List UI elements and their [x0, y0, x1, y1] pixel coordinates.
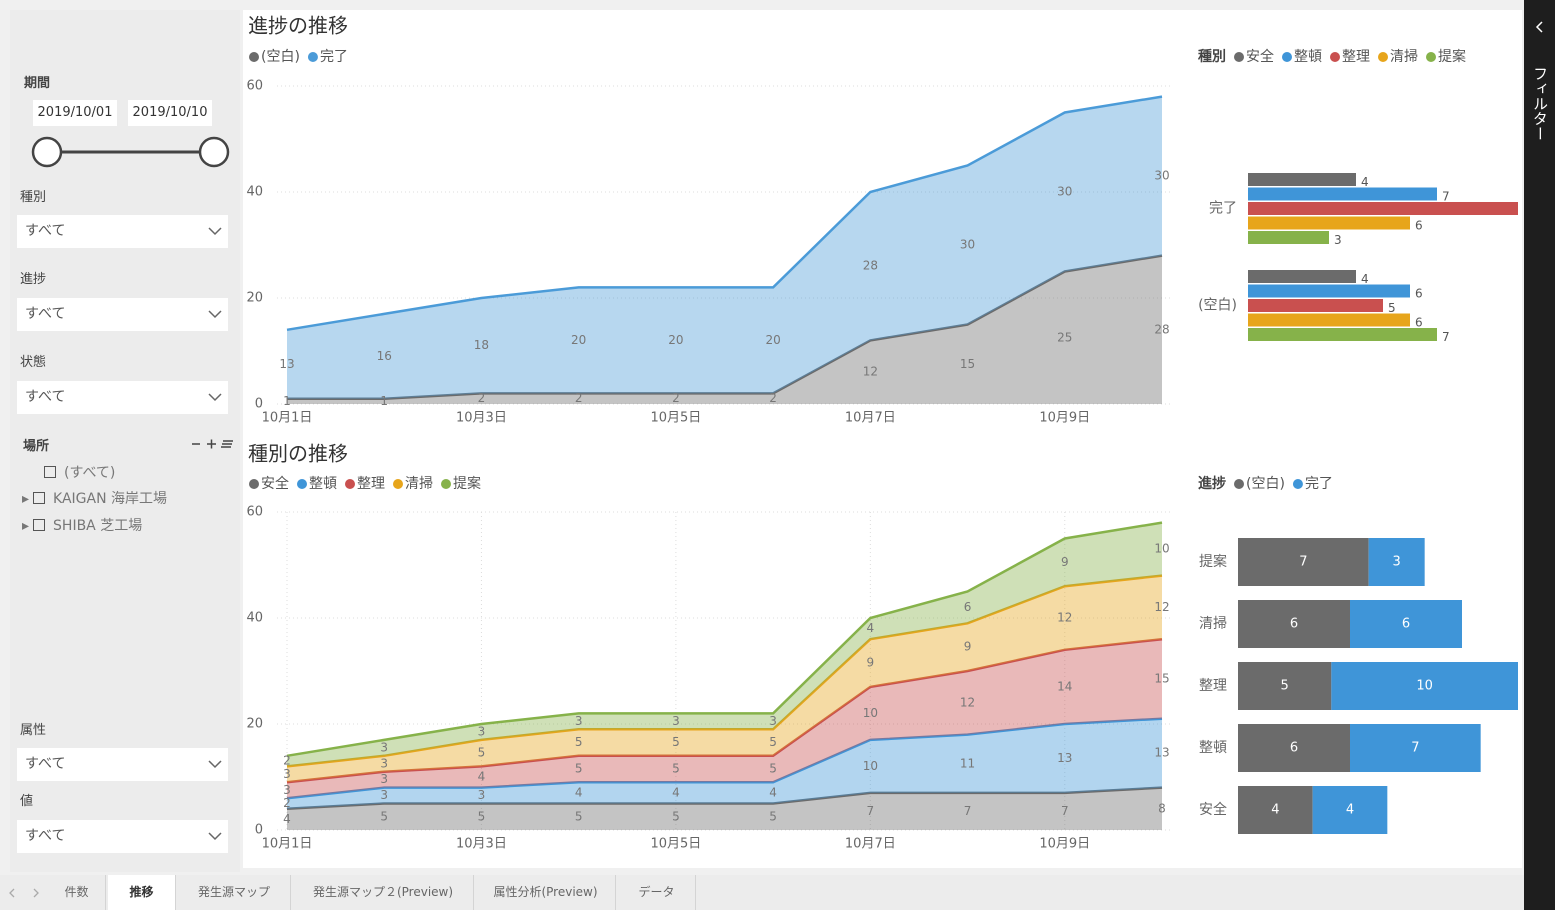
period-label: 期間: [24, 76, 51, 91]
sidebar: 期間 2019/10/01 2019/10/10 種別 すべて 進捗 すべて 状…: [10, 10, 240, 872]
filter-label: 進捗: [20, 272, 47, 287]
end-date[interactable]: 2019/10/10: [128, 100, 212, 126]
dropdown[interactable]: すべて: [17, 215, 228, 248]
tab-bar: 件数 推移 発生源マップ 発生源マップ２(Preview) 属性分析(Previ…: [0, 875, 1524, 910]
dropdown-value: すべて: [25, 223, 66, 239]
location-label: 場所: [23, 439, 50, 454]
tree-item[interactable]: ▸ SHIBA 芝工場: [22, 518, 143, 534]
dropdown-value: すべて: [25, 756, 66, 772]
tree-item[interactable]: ▸ KAIGAN 海岸工場: [22, 491, 168, 507]
tree-icons[interactable]: [190, 438, 236, 450]
tab[interactable]: 属性分析(Preview): [476, 875, 616, 910]
filter-pane[interactable]: フィルター: [1524, 0, 1555, 910]
tree-item-label: (すべて): [64, 465, 116, 481]
collapse-icon[interactable]: [1533, 20, 1545, 34]
dropdown[interactable]: すべて: [17, 381, 228, 414]
filter-label: 属性: [20, 723, 47, 738]
filter-label: 状態: [20, 355, 47, 370]
tab[interactable]: データ: [618, 875, 696, 910]
filter-label: 値: [20, 794, 34, 809]
tree-item-label: KAIGAN 海岸工場: [53, 491, 168, 507]
tab[interactable]: 件数: [48, 875, 106, 910]
dropdown-value: すべて: [25, 306, 66, 322]
tab[interactable]: 推移: [108, 875, 176, 910]
dropdown-value: すべて: [25, 389, 66, 405]
filter-label: 種別: [20, 190, 47, 205]
dropdown[interactable]: すべて: [17, 820, 228, 853]
tab[interactable]: 発生源マップ: [178, 875, 291, 910]
dropdown[interactable]: すべて: [17, 298, 228, 331]
tree-item-label: SHIBA 芝工場: [53, 518, 143, 534]
dropdown[interactable]: すべて: [17, 748, 228, 781]
report-canvas: [243, 10, 1522, 868]
tab[interactable]: 発生源マップ２(Preview): [293, 875, 474, 910]
range-slider[interactable]: [10, 130, 240, 174]
filter-pane-label: フィルター: [1531, 66, 1549, 141]
tree-item[interactable]: (すべて): [34, 462, 115, 482]
start-date[interactable]: 2019/10/01: [33, 100, 117, 126]
tab-nav[interactable]: [6, 887, 42, 899]
dropdown-value: すべて: [25, 828, 66, 844]
